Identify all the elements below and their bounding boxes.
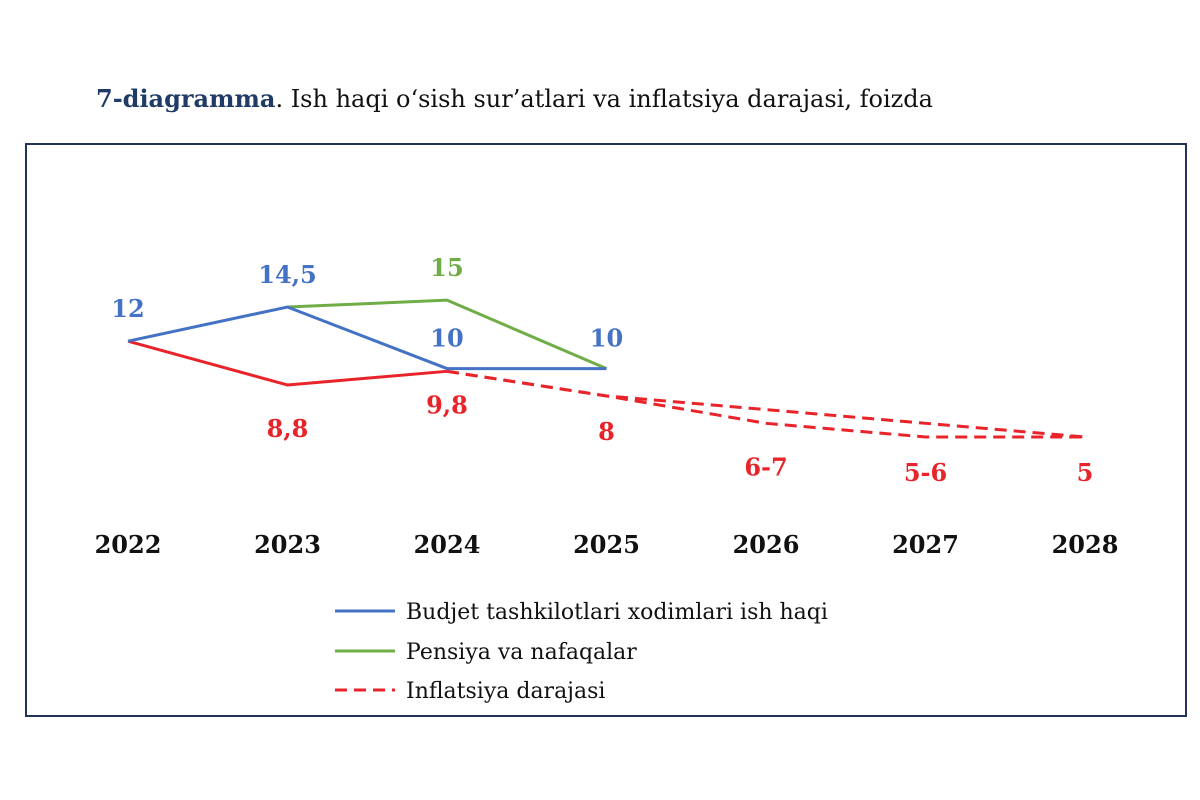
data-labels: 12 14,5 10 10 15 8,8 9,8 8 6-7 5-6 5: [111, 253, 1093, 487]
inflation-value-label: 8: [598, 417, 615, 446]
inflation-value-label: 5-6: [904, 458, 947, 487]
inflation-value-label: 6-7: [744, 452, 787, 481]
x-axis-tick-label: 2022: [95, 530, 162, 559]
legend-label: Budjet tashkilotlari xodimlari ish haqi: [406, 600, 828, 625]
legend: Budjet tashkilotlari xodimlari ish haqi P…: [335, 600, 828, 704]
budget-salary-value-label: 10: [430, 324, 463, 353]
inflation-value-label: 5: [1077, 458, 1094, 487]
x-axis-tick-label: 2023: [254, 530, 321, 559]
x-axis-tick-label: 2024: [414, 530, 481, 559]
x-axis-ticks: 2022 2023 2024 2025 2026 2027 2028: [95, 530, 1119, 559]
inflation-value-label: 9,8: [426, 390, 468, 419]
x-axis-tick-label: 2028: [1052, 530, 1119, 559]
inflation-forecast-lower-line: [446, 369, 1085, 439]
x-axis-tick-label: 2027: [892, 530, 959, 559]
budget-salary-value-label: 10: [590, 324, 623, 353]
chart-title: 7-diagramma. Ish haqi o‘sish sur’atlari …: [96, 84, 933, 113]
inflation-forecast-upper-line: [446, 369, 1086, 439]
x-axis-tick-label: 2025: [573, 530, 640, 559]
budget-salary-value-label: 12: [111, 294, 144, 323]
budget-salary-line: [127, 305, 607, 371]
legend-label: Inflatsiya darajasi: [406, 679, 605, 704]
pension-value-label: 15: [430, 253, 463, 282]
inflation-value-label: 8,8: [267, 414, 309, 443]
chart-frame: 12 14,5 10 10 15 8,8 9,8 8 6-7 5-6 5 2022 2023 2024 2…: [25, 143, 1187, 717]
chart-title-rest: . Ish haqi o‘sish sur’atlari va inflatsi…: [275, 85, 933, 113]
pension-line: [287, 298, 608, 370]
series-lines: [127, 298, 1086, 439]
chart-title-lead: 7-diagramma: [96, 84, 276, 113]
legend-label: Pensiya va nafaqalar: [406, 640, 637, 665]
budget-salary-value-label: 14,5: [258, 260, 316, 289]
x-axis-tick-label: 2026: [733, 530, 800, 559]
inflation-line-actual: [127, 339, 448, 387]
